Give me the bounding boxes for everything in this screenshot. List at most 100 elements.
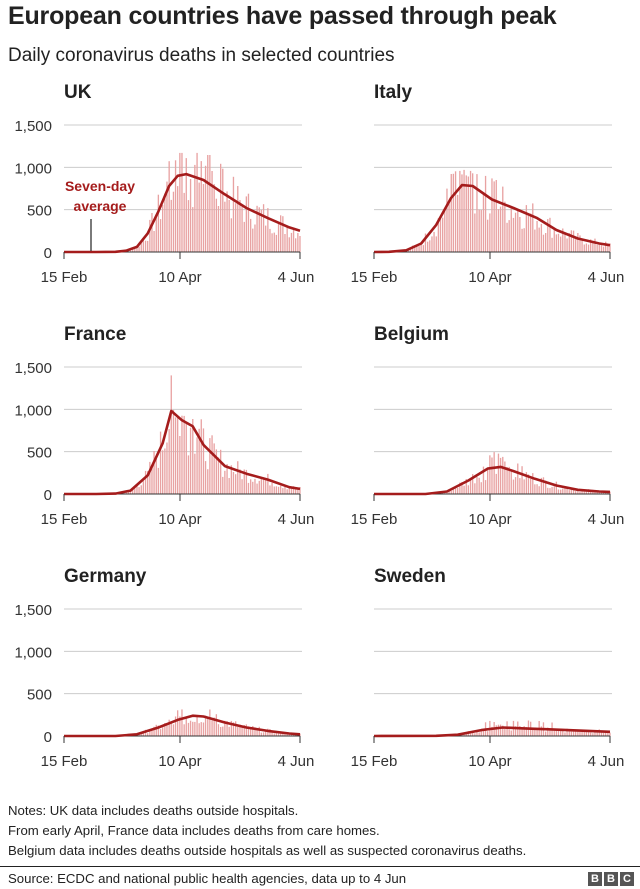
- daily-bar: [228, 200, 230, 252]
- daily-bar: [166, 442, 168, 494]
- daily-bar: [459, 482, 461, 494]
- daily-bar: [474, 483, 476, 494]
- daily-bar: [260, 732, 263, 736]
- daily-bar: [194, 721, 196, 736]
- daily-bar: [172, 191, 175, 252]
- daily-bar: [220, 727, 222, 736]
- daily-bar: [284, 234, 286, 252]
- daily-bar: [213, 443, 215, 494]
- daily-bar: [484, 175, 487, 252]
- daily-bar: [536, 221, 538, 252]
- daily-bar: [469, 170, 472, 252]
- daily-bar: [290, 488, 293, 494]
- daily-bar: [605, 241, 607, 252]
- daily-bar: [166, 181, 168, 252]
- daily-bar: [562, 228, 564, 252]
- daily-bar: [472, 730, 474, 736]
- daily-bar: [196, 437, 198, 494]
- daily-bar: [474, 733, 476, 736]
- daily-bar: [549, 217, 551, 252]
- x-tick-label: 15 Feb: [41, 753, 88, 770]
- daily-bar: [510, 207, 512, 252]
- daily-bar: [585, 732, 588, 736]
- daily-bar: [448, 200, 450, 252]
- daily-bar: [474, 213, 476, 252]
- daily-bar: [590, 491, 592, 494]
- daily-bar: [292, 486, 295, 494]
- daily-bar: [463, 169, 465, 252]
- daily-bar: [564, 732, 566, 736]
- daily-bar: [418, 246, 420, 252]
- daily-bar: [607, 244, 609, 252]
- daily-bar: [198, 182, 200, 252]
- daily-bar: [194, 453, 196, 494]
- daily-bar: [138, 734, 140, 736]
- daily-bar: [168, 719, 170, 736]
- daily-bar: [607, 730, 609, 736]
- daily-bar: [202, 184, 205, 252]
- daily-bar: [256, 483, 258, 494]
- daily-bar: [431, 236, 433, 252]
- daily-bar: [181, 709, 183, 736]
- daily-bar: [476, 476, 478, 494]
- daily-bar: [532, 473, 534, 494]
- daily-bar: [262, 478, 265, 494]
- daily-bar: [217, 457, 220, 494]
- daily-bar: [189, 179, 192, 252]
- daily-bar: [273, 232, 275, 252]
- daily-bar: [198, 723, 200, 736]
- daily-bar: [153, 231, 155, 252]
- daily-bar: [142, 238, 145, 252]
- daily-bar: [480, 209, 482, 252]
- bbc-logo-block: B: [604, 872, 618, 886]
- daily-bar: [211, 171, 213, 252]
- daily-bar: [542, 477, 545, 494]
- y-tick-label: 1,500: [14, 602, 52, 619]
- daily-bar: [271, 233, 273, 252]
- daily-bar: [144, 240, 147, 252]
- x-tick-label: 4 Jun: [278, 269, 315, 286]
- daily-bar: [450, 490, 452, 494]
- daily-bar: [534, 729, 536, 736]
- daily-bar: [177, 417, 179, 494]
- daily-bar: [412, 245, 414, 252]
- daily-bar: [609, 243, 611, 252]
- daily-bar: [295, 238, 297, 252]
- daily-bar: [256, 728, 258, 736]
- daily-bar: [583, 244, 585, 252]
- daily-bar: [555, 729, 558, 736]
- daily-bar: [572, 230, 575, 252]
- daily-bar: [297, 233, 299, 252]
- daily-bar: [590, 732, 592, 736]
- daily-bar: [602, 492, 605, 494]
- x-tick-label: 10 Apr: [158, 269, 201, 286]
- daily-bar: [228, 478, 230, 494]
- daily-bar: [609, 732, 611, 736]
- daily-bar: [463, 485, 465, 494]
- daily-bar: [491, 457, 493, 494]
- daily-bar: [469, 733, 472, 736]
- daily-bar: [592, 733, 594, 736]
- daily-bar: [547, 219, 549, 252]
- daily-bar: [284, 487, 286, 494]
- daily-bar: [467, 485, 470, 494]
- daily-bar: [540, 726, 543, 736]
- daily-bar: [192, 207, 194, 252]
- daily-bar: [286, 733, 288, 736]
- seven-day-average-line: [373, 183, 611, 254]
- daily-bar: [504, 728, 506, 736]
- daily-bar: [568, 730, 570, 736]
- daily-bar: [433, 231, 435, 252]
- daily-bar: [282, 488, 284, 494]
- daily-bar: [153, 726, 155, 736]
- daily-bar: [239, 469, 241, 494]
- daily-bar: [495, 180, 497, 252]
- daily-bar: [211, 435, 213, 494]
- daily-bar: [499, 206, 502, 252]
- daily-bar: [519, 478, 521, 494]
- daily-bar: [155, 724, 157, 736]
- daily-bar: [262, 732, 265, 736]
- panel-title: UK: [64, 82, 92, 103]
- daily-bar: [207, 717, 209, 736]
- annotation-label: average: [74, 198, 127, 214]
